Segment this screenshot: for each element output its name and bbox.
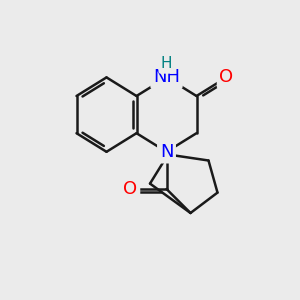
- Text: H: H: [161, 56, 172, 71]
- Text: NH: NH: [153, 68, 180, 86]
- Text: N: N: [160, 143, 173, 161]
- Text: O: O: [123, 180, 138, 198]
- Text: O: O: [219, 68, 234, 86]
